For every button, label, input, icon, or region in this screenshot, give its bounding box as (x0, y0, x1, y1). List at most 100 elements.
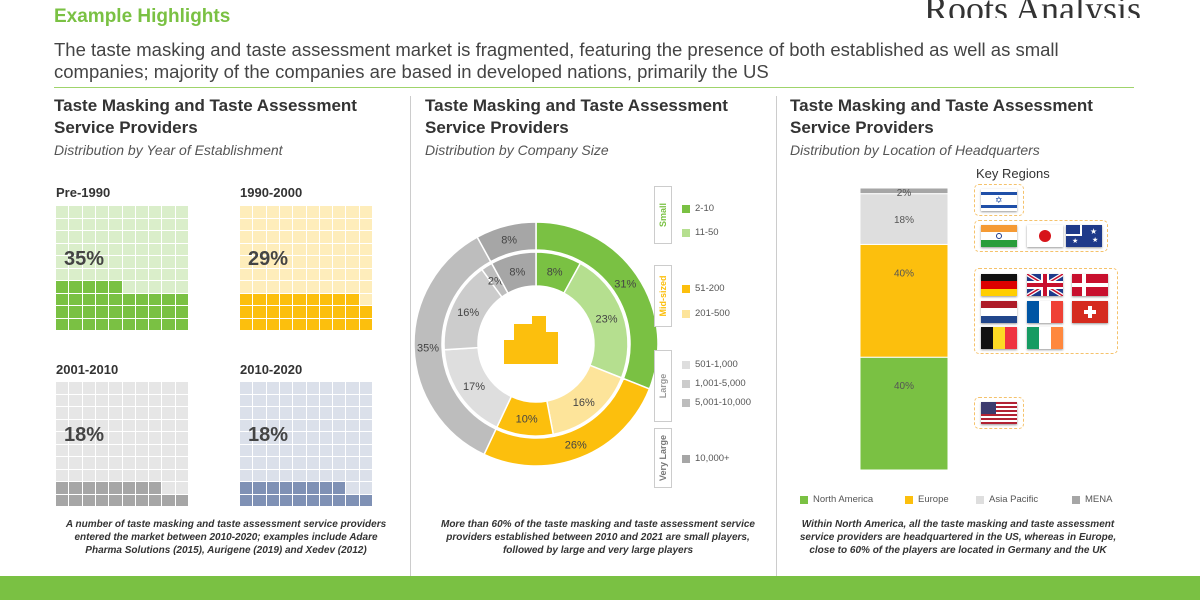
waffle-cell (56, 494, 69, 506)
waffle-cell (69, 432, 82, 444)
waffle-cell (240, 482, 253, 494)
waffle-cell (175, 432, 188, 444)
waffle-cell (69, 382, 82, 394)
waffle-cell (56, 318, 69, 330)
waffle-cell (135, 281, 149, 293)
waffle-cell (253, 256, 266, 268)
waffle-cell (95, 444, 109, 456)
waffle-cell (175, 281, 188, 293)
waffle-cell (175, 318, 188, 330)
waffle-cell (346, 382, 359, 394)
panel-divider (410, 96, 411, 576)
waffle-cell (253, 494, 266, 506)
waffle-cell (82, 268, 95, 280)
waffle-cell (56, 281, 69, 293)
waffle-cell (333, 394, 346, 406)
waffle-cell (69, 444, 82, 456)
waffle-cell (279, 432, 293, 444)
waffle-cell (109, 407, 122, 419)
waffle-cell (95, 469, 109, 481)
waffle-cell (266, 293, 279, 305)
waffle-cell (240, 218, 253, 230)
waffle-cell (279, 494, 293, 506)
waffle-cell (56, 407, 69, 419)
waffle-cell (240, 407, 253, 419)
israel-flag: ✡ (981, 189, 1017, 211)
waffle-cell (95, 494, 109, 506)
bar-label-3: 2% (897, 188, 912, 199)
waffle-cell (266, 268, 279, 280)
donut-outer-label-1: 26% (565, 439, 587, 451)
waffle-cell (293, 256, 306, 268)
waffle-cell (69, 218, 82, 230)
bar-label-2: 18% (894, 215, 914, 226)
waffle-cell (135, 293, 149, 305)
waffle-cell (359, 457, 372, 469)
waffle-cell (319, 394, 333, 406)
waffle-cell (82, 293, 95, 305)
waffle-cell (82, 494, 95, 506)
waffle-cell (175, 306, 188, 318)
waffle-cell (56, 432, 69, 444)
bar-segment-0 (859, 356, 949, 471)
waffle-cell (359, 256, 372, 268)
waffle-label-2010-2020: 2010-2020 (240, 362, 303, 377)
waffle-cell (69, 482, 82, 494)
waffle-cell (162, 482, 175, 494)
waffle-cell (359, 268, 372, 280)
panel-location-note: Within North America, all the taste mask… (799, 519, 1117, 556)
waffle-cell (253, 231, 266, 243)
waffle-cell (162, 243, 175, 255)
waffle-cell (306, 218, 319, 230)
usa-flag (981, 402, 1017, 424)
waffle-cell (279, 268, 293, 280)
waffle-2010-2020 (240, 382, 372, 506)
waffle-cell (122, 419, 135, 431)
donut-inner-label-5: 16% (457, 307, 479, 319)
waffle-cell (253, 419, 266, 431)
bar-segment-3 (859, 187, 949, 195)
waffle-cell (82, 318, 95, 330)
waffle-cell (56, 256, 69, 268)
waffle-cell (162, 394, 175, 406)
waffle-cell (149, 444, 162, 456)
waffle-cell (135, 206, 149, 218)
waffle-cell (82, 394, 95, 406)
legend-501-1000: 501-1,000 (682, 359, 738, 370)
waffle-cell (69, 256, 82, 268)
waffle-cell (122, 243, 135, 255)
waffle-cell (293, 306, 306, 318)
waffle-cell (82, 432, 95, 444)
waffle-cell (333, 218, 346, 230)
waffle-cell (293, 432, 306, 444)
donut-inner-label-0: 8% (547, 266, 563, 278)
waffle-cell (95, 318, 109, 330)
waffle-cell (253, 482, 266, 494)
waffle-cell (135, 419, 149, 431)
waffle-cell (69, 394, 82, 406)
legend-5001-10000: 5,001-10,000 (682, 397, 751, 408)
waffle-cell (279, 469, 293, 481)
waffle-cell (149, 306, 162, 318)
waffle-cell (162, 293, 175, 305)
waffle-cell (82, 306, 95, 318)
waffle-cell (240, 293, 253, 305)
panel-divider (776, 96, 777, 576)
waffle-cell (175, 256, 188, 268)
waffle-cell (162, 432, 175, 444)
waffle-cell (253, 318, 266, 330)
waffle-cell (56, 394, 69, 406)
waffle-cell (319, 306, 333, 318)
waffle-cell (135, 306, 149, 318)
waffle-cell (56, 419, 69, 431)
waffle-cell (240, 231, 253, 243)
waffle-cell (240, 444, 253, 456)
waffle-cell (240, 469, 253, 481)
waffle-cell (266, 231, 279, 243)
waffle-cell (253, 218, 266, 230)
waffle-cell (240, 306, 253, 318)
waffle-cell (175, 218, 188, 230)
waffle-cell (82, 256, 95, 268)
waffle-cell (162, 494, 175, 506)
waffle-cell (109, 419, 122, 431)
